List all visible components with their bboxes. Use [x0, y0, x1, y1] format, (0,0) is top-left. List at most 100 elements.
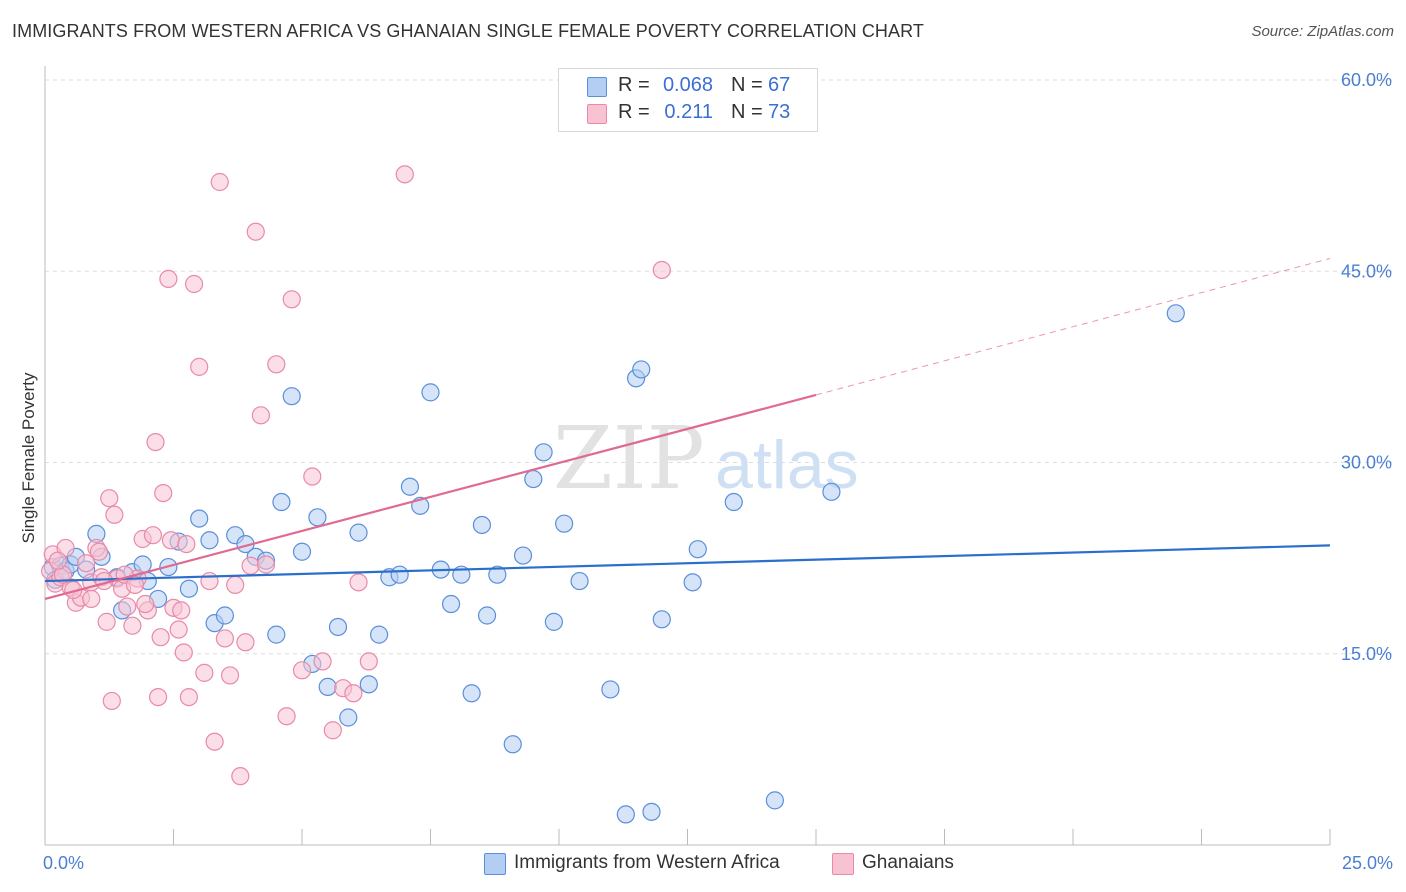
point-ghanaian: [125, 575, 145, 595]
point-western-africa: [272, 492, 291, 512]
point-ghanaian: [172, 601, 191, 620]
point-ghanaian: [123, 616, 142, 635]
legend-n-value: 67: [768, 74, 791, 96]
point-western-africa: [328, 617, 348, 637]
point-ghanaian: [359, 652, 378, 671]
point-western-africa: [632, 360, 651, 379]
point-western-africa: [215, 606, 234, 625]
point-western-africa: [724, 492, 743, 512]
point-ghanaian: [169, 620, 188, 639]
point-ghanaian: [246, 222, 265, 241]
point-ghanaian: [100, 489, 119, 508]
legend-swatch-blue: [587, 77, 607, 97]
point-ghanaian: [241, 556, 260, 575]
point-western-africa: [683, 573, 702, 592]
point-ghanaian: [303, 467, 322, 486]
legend-swatch-blue: [484, 853, 506, 875]
x-tick-label-max: 25.0%: [1342, 853, 1393, 873]
point-western-africa: [421, 383, 440, 402]
legend-label-pink: Ghanaians: [862, 852, 954, 873]
point-western-africa: [488, 565, 507, 584]
point-ghanaian: [226, 575, 245, 595]
point-western-africa: [652, 610, 671, 629]
point-western-africa: [601, 680, 620, 699]
chart-title: IMMIGRANTS FROM WESTERN AFRICA VS GHANAI…: [12, 21, 925, 41]
point-western-africa: [534, 443, 553, 462]
y-axis-label: Single Female Poverty: [19, 372, 38, 544]
point-ghanaian: [161, 531, 181, 550]
point-western-africa: [1166, 304, 1185, 323]
legend-r-label: R =: [618, 74, 650, 96]
point-ghanaian: [97, 612, 116, 631]
point-ghanaian: [89, 542, 109, 561]
point-western-africa: [292, 542, 312, 561]
point-ghanaian: [184, 274, 204, 294]
point-ghanaian: [251, 406, 270, 425]
legend-n-label: N =: [731, 74, 763, 96]
point-ghanaian: [231, 767, 250, 786]
point-ghanaian: [146, 433, 165, 452]
point-ghanaian: [177, 534, 196, 554]
legend-swatch-pink: [587, 104, 607, 124]
point-ghanaian: [277, 707, 296, 726]
point-western-africa: [570, 571, 589, 591]
point-western-africa: [359, 675, 378, 694]
point-ghanaian: [148, 687, 168, 707]
y-tick-label: 30.0%: [1341, 453, 1392, 473]
point-ghanaian: [77, 554, 96, 573]
point-ghanaian: [82, 589, 101, 609]
point-ghanaian: [256, 555, 276, 574]
y-tick-label: 15.0%: [1341, 644, 1392, 664]
point-ghanaian: [143, 526, 163, 545]
point-western-africa: [349, 523, 368, 542]
legend-n-value: 73: [768, 101, 791, 123]
point-western-africa: [477, 606, 497, 625]
point-ghanaian: [344, 684, 363, 703]
trend-line-ghanaian-extension: [815, 258, 1331, 396]
point-western-africa: [462, 684, 481, 703]
point-ghanaian: [282, 290, 301, 309]
trend-line-western-africa: [44, 544, 1331, 583]
legend: R = 0.068 N = 67 R = 0.211 N = 73: [558, 68, 818, 132]
point-ghanaian: [118, 597, 137, 616]
point-ghanaian: [205, 732, 224, 751]
point-western-africa: [179, 579, 199, 598]
point-western-africa: [390, 565, 409, 584]
point-ghanaian: [236, 633, 255, 652]
point-ghanaian: [190, 357, 209, 376]
point-western-africa: [765, 791, 784, 810]
point-ghanaian: [210, 172, 229, 192]
legend-n-label: N =: [731, 101, 763, 123]
legend-r-value: 0.211: [664, 101, 713, 123]
point-western-africa: [282, 387, 301, 406]
x-tick-label-min: 0.0%: [43, 853, 84, 873]
legend-label-blue: Immigrants from Western Africa: [514, 852, 780, 873]
legend-swatch-pink: [832, 853, 854, 875]
point-ghanaian: [313, 652, 332, 671]
point-western-africa: [267, 625, 286, 644]
point-western-africa: [616, 805, 635, 824]
point-ghanaian: [48, 551, 67, 570]
point-western-africa: [555, 514, 574, 533]
point-western-africa: [339, 708, 358, 727]
point-western-africa: [190, 509, 209, 528]
point-western-africa: [318, 677, 337, 697]
point-ghanaian: [200, 571, 219, 591]
point-ghanaian: [220, 666, 240, 685]
data-points: [41, 165, 1185, 824]
point-ghanaian: [349, 573, 368, 592]
watermark-zip: ZIP: [553, 409, 705, 509]
point-western-africa: [400, 477, 420, 496]
trend-lines: [44, 258, 1331, 600]
point-western-africa: [524, 469, 543, 489]
point-western-africa: [308, 508, 327, 527]
point-ghanaian: [151, 628, 170, 647]
point-western-africa: [370, 625, 389, 644]
point-ghanaian: [292, 661, 312, 680]
y-tick-label: 45.0%: [1341, 261, 1392, 281]
trend-line-ghanaian: [44, 393, 817, 600]
point-ghanaian: [105, 505, 124, 524]
point-western-africa: [503, 735, 522, 754]
point-ghanaian: [323, 721, 342, 740]
legend-r-value: 0.068: [662, 74, 713, 96]
